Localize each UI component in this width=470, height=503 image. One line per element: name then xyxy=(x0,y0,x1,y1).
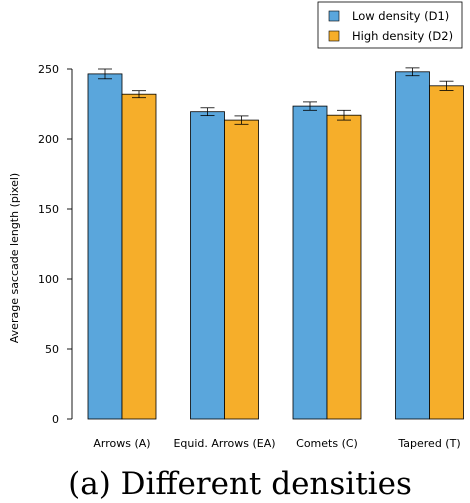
error-bar xyxy=(98,68,112,80)
y-tick-label: 100 xyxy=(38,273,59,286)
error-bar xyxy=(200,107,215,117)
bar xyxy=(224,119,259,420)
error-bar xyxy=(132,90,146,99)
error-bars xyxy=(98,67,454,125)
x-tick-label: Tapered (T) xyxy=(397,437,460,450)
y-tick-label: 50 xyxy=(45,343,59,356)
error-bar xyxy=(405,67,420,77)
y-tick-label: 0 xyxy=(52,413,59,426)
axes: 0 50 100 150 200 250 xyxy=(38,63,73,426)
bar xyxy=(121,93,157,420)
y-axis-title: Average saccade length (pixel) xyxy=(8,173,21,343)
bar xyxy=(429,85,464,420)
x-tick-label: Comets (C) xyxy=(296,437,358,450)
error-bar xyxy=(303,101,317,111)
figure-caption: (a) Different densities xyxy=(68,466,412,502)
bar xyxy=(190,111,225,420)
y-tick-label: 250 xyxy=(38,63,59,76)
error-bar xyxy=(439,80,454,91)
legend-swatch-low-density xyxy=(328,10,340,22)
x-tick-label: Arrows (A) xyxy=(93,437,150,450)
error-bar xyxy=(234,115,249,125)
bar xyxy=(292,105,328,420)
y-tick-label: 150 xyxy=(38,203,59,216)
bars xyxy=(87,71,464,420)
legend-swatch-high-density xyxy=(328,30,340,42)
x-tick-label: Equid. Arrows (EA) xyxy=(173,437,275,450)
legend: Low density (D1) High density (D2) xyxy=(317,1,463,49)
legend-label-low-density: Low density (D1) xyxy=(352,9,449,23)
error-bar xyxy=(337,109,351,121)
y-tick-label: 200 xyxy=(38,133,59,146)
x-tick-labels: Arrows (A) Equid. Arrows (EA) Comets (C) Ta… xyxy=(93,437,460,450)
bar xyxy=(87,73,123,420)
legend-box xyxy=(317,1,463,49)
bar xyxy=(326,114,362,420)
bar xyxy=(395,71,430,420)
legend-label-high-density: High density (D2) xyxy=(352,29,453,43)
